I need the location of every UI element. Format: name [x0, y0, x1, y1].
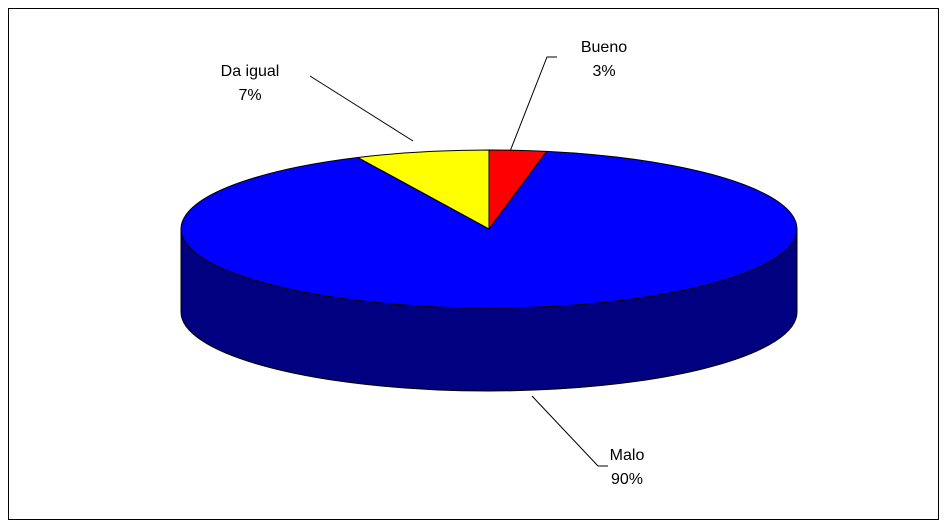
data-label-bueno-name: Bueno	[581, 39, 627, 56]
pie-tops	[180, 149, 798, 309]
data-labels: Bueno 3% Malo 90% Da igual 7%	[221, 39, 645, 488]
leader-lines	[309, 56, 608, 467]
data-label-da-igual-name: Da igual	[221, 63, 280, 80]
data-label-malo-percent: 90%	[611, 471, 643, 488]
pie-slice-malo	[180, 150, 798, 309]
pie-slice-da-igual	[357, 149, 490, 230]
data-label-da-igual-percent: 7%	[238, 87, 261, 104]
leader-line-da-igual	[309, 75, 414, 142]
data-label-bueno-percent: 3%	[592, 63, 615, 80]
leader-line-bueno	[510, 56, 557, 151]
data-label-malo-name: Malo	[610, 447, 645, 464]
leader-line-malo	[531, 395, 608, 467]
